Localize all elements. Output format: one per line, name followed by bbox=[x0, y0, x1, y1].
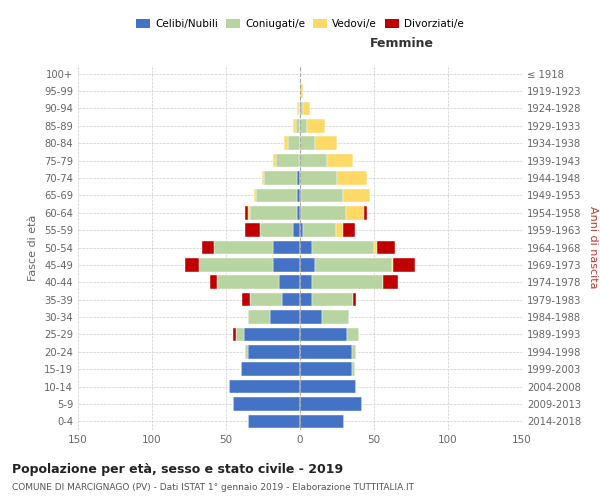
Bar bbox=[300, 154, 326, 168]
Bar bbox=[250, 206, 297, 220]
Bar bbox=[299, 102, 300, 115]
Bar bbox=[300, 171, 337, 185]
Y-axis label: Anni di nascita: Anni di nascita bbox=[589, 206, 598, 289]
Bar bbox=[233, 328, 236, 341]
Bar bbox=[374, 240, 377, 254]
Bar bbox=[262, 171, 265, 185]
Bar bbox=[284, 136, 288, 150]
Bar bbox=[300, 240, 312, 254]
Bar bbox=[288, 136, 300, 150]
Text: Femmine: Femmine bbox=[370, 38, 434, 51]
Bar bbox=[300, 345, 352, 358]
Bar bbox=[300, 119, 307, 132]
Bar bbox=[293, 119, 296, 132]
Bar bbox=[300, 380, 356, 394]
Bar bbox=[303, 102, 310, 115]
Bar bbox=[271, 310, 300, 324]
Bar bbox=[274, 258, 300, 272]
Bar bbox=[301, 188, 343, 202]
Bar bbox=[300, 276, 312, 289]
Bar bbox=[300, 84, 303, 98]
Bar bbox=[217, 276, 279, 289]
Bar bbox=[282, 293, 300, 306]
Bar bbox=[353, 293, 356, 306]
Bar bbox=[300, 224, 303, 237]
Bar bbox=[312, 240, 374, 254]
Bar bbox=[248, 414, 300, 428]
Bar bbox=[214, 240, 274, 254]
Legend: Celibi/Nubili, Coniugati/e, Vedovi/e, Divorziati/e: Celibi/Nubili, Coniugati/e, Vedovi/e, Di… bbox=[133, 16, 467, 32]
Bar bbox=[300, 310, 322, 324]
Bar bbox=[312, 276, 383, 289]
Bar bbox=[303, 224, 335, 237]
Bar bbox=[260, 224, 293, 237]
Bar bbox=[300, 362, 352, 376]
Bar bbox=[250, 293, 282, 306]
Bar bbox=[301, 206, 346, 220]
Bar bbox=[315, 258, 392, 272]
Bar bbox=[300, 414, 344, 428]
Bar bbox=[244, 328, 300, 341]
Bar bbox=[299, 154, 300, 168]
Bar bbox=[199, 258, 274, 272]
Bar bbox=[279, 276, 300, 289]
Bar bbox=[315, 136, 337, 150]
Bar bbox=[347, 328, 359, 341]
Bar bbox=[322, 310, 349, 324]
Bar bbox=[265, 171, 297, 185]
Bar bbox=[236, 328, 244, 341]
Bar bbox=[297, 188, 300, 202]
Bar bbox=[312, 293, 353, 306]
Bar bbox=[297, 206, 300, 220]
Bar bbox=[393, 258, 415, 272]
Bar bbox=[300, 102, 303, 115]
Bar bbox=[352, 345, 356, 358]
Bar bbox=[297, 102, 299, 115]
Bar bbox=[300, 328, 347, 341]
Bar bbox=[352, 362, 355, 376]
Bar bbox=[300, 136, 315, 150]
Bar bbox=[274, 240, 300, 254]
Bar bbox=[245, 224, 260, 237]
Bar bbox=[296, 119, 300, 132]
Bar bbox=[210, 276, 217, 289]
Bar bbox=[300, 206, 301, 220]
Bar bbox=[392, 258, 393, 272]
Bar bbox=[202, 240, 214, 254]
Bar bbox=[300, 293, 312, 306]
Bar bbox=[248, 206, 250, 220]
Bar bbox=[229, 380, 300, 394]
Bar bbox=[307, 119, 325, 132]
Bar bbox=[300, 258, 315, 272]
Bar bbox=[346, 206, 364, 220]
Bar bbox=[245, 206, 248, 220]
Text: Popolazione per età, sesso e stato civile - 2019: Popolazione per età, sesso e stato civil… bbox=[12, 462, 343, 475]
Bar bbox=[343, 188, 370, 202]
Bar bbox=[256, 188, 297, 202]
Bar bbox=[343, 224, 355, 237]
Text: COMUNE DI MARCIGNAGO (PV) - Dati ISTAT 1° gennaio 2019 - Elaborazione TUTTITALIA: COMUNE DI MARCIGNAGO (PV) - Dati ISTAT 1… bbox=[12, 484, 414, 492]
Bar bbox=[245, 345, 248, 358]
Bar bbox=[377, 240, 395, 254]
Y-axis label: Fasce di età: Fasce di età bbox=[28, 214, 38, 280]
Bar bbox=[254, 188, 256, 202]
Bar bbox=[241, 362, 300, 376]
Bar bbox=[383, 276, 398, 289]
Bar bbox=[337, 171, 367, 185]
Bar bbox=[297, 171, 300, 185]
Bar bbox=[364, 206, 367, 220]
Bar bbox=[300, 188, 301, 202]
Bar bbox=[185, 258, 199, 272]
Bar bbox=[274, 154, 277, 168]
Bar bbox=[233, 397, 300, 410]
Bar bbox=[293, 224, 300, 237]
Bar bbox=[248, 345, 300, 358]
Bar bbox=[277, 154, 299, 168]
Bar bbox=[335, 224, 343, 237]
Bar bbox=[242, 293, 250, 306]
Bar bbox=[326, 154, 353, 168]
Bar bbox=[248, 310, 271, 324]
Bar bbox=[300, 397, 362, 410]
